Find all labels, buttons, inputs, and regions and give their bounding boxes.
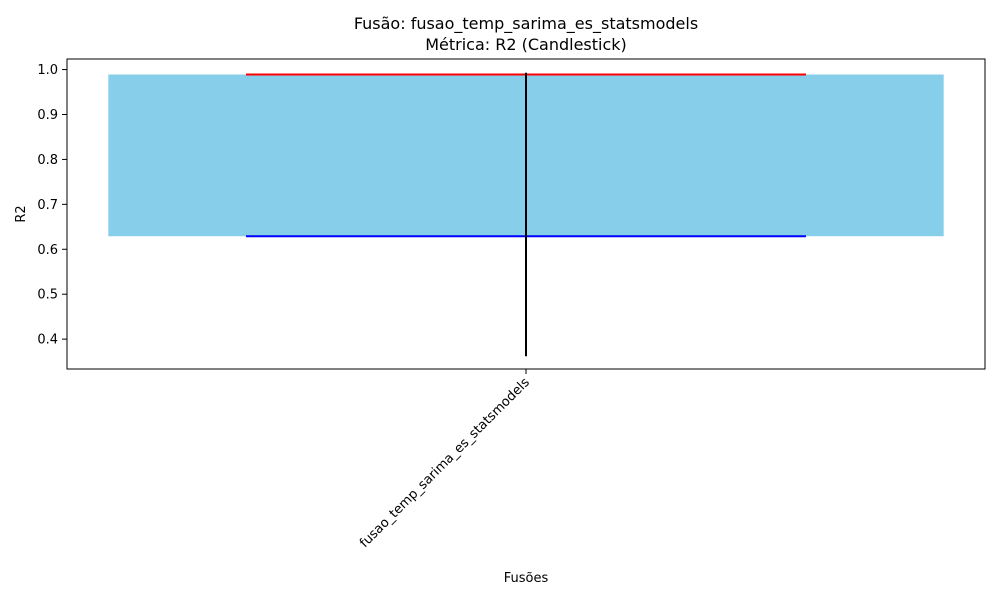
- x-axis-ticks: fusao_temp_sarima_es_statsmodels: [357, 369, 533, 551]
- y-tick-label: 0.8: [37, 153, 58, 168]
- x-axis-label: Fusões: [504, 571, 549, 586]
- plot-area: [108, 72, 944, 357]
- y-tick-label: 0.6: [37, 243, 58, 258]
- y-tick-label: 0.5: [37, 288, 58, 303]
- x-tick-label: fusao_temp_sarima_es_statsmodels: [357, 375, 533, 551]
- y-axis-label: R2: [14, 205, 29, 222]
- chart-title-line2: Métrica: R2 (Candlestick): [425, 35, 627, 54]
- y-tick-label: 0.7: [37, 198, 58, 213]
- y-axis-ticks: 0.4 0.5 0.6 0.7 0.8 0.9 1.0: [37, 63, 67, 348]
- y-tick-label: 0.9: [37, 108, 58, 123]
- chart-title-line1: Fusão: fusao_temp_sarima_es_statsmodels: [354, 14, 698, 34]
- y-tick-label: 0.4: [37, 333, 58, 348]
- y-tick-label: 1.0: [37, 63, 58, 78]
